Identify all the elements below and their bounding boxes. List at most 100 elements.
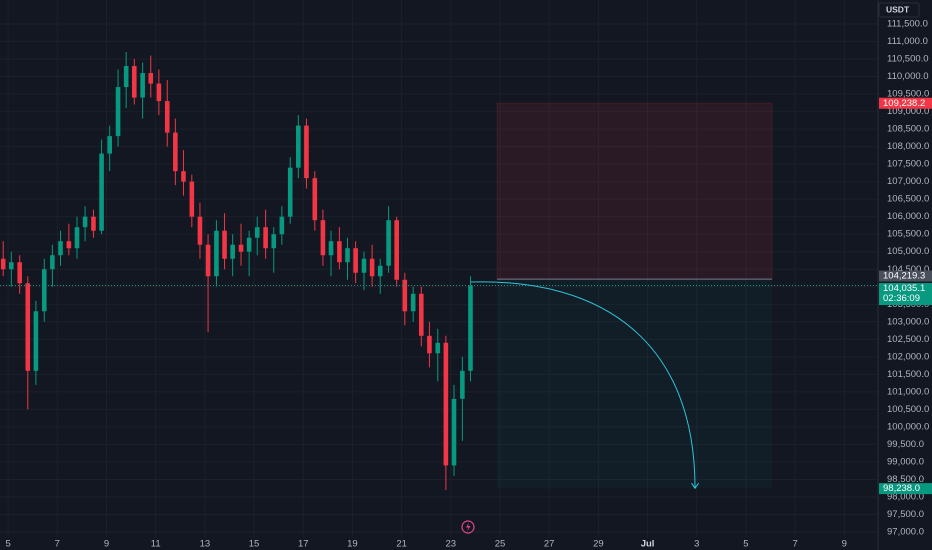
candle-body bbox=[328, 241, 334, 256]
x-tick-label: 9 bbox=[842, 539, 847, 550]
y-tick-label: 99,000.0 bbox=[887, 456, 924, 467]
candle-body bbox=[377, 265, 383, 277]
x-tick-label: 5 bbox=[5, 539, 10, 550]
y-tick-label: 109,000.0 bbox=[887, 106, 929, 117]
candle-body bbox=[33, 311, 39, 371]
candle-body bbox=[386, 220, 391, 266]
price-label-box bbox=[879, 283, 932, 306]
projection-curve bbox=[470, 281, 696, 489]
candle-body bbox=[131, 66, 137, 98]
candle-body bbox=[427, 335, 432, 354]
candle-body bbox=[123, 66, 129, 88]
candle-body bbox=[271, 234, 277, 249]
candle-body bbox=[82, 216, 88, 228]
candle-body bbox=[410, 293, 416, 312]
candle-body bbox=[345, 248, 350, 263]
countdown: 02:36:09 bbox=[883, 293, 920, 304]
price-label: 109,238.2 bbox=[883, 98, 925, 109]
candle-body bbox=[353, 248, 358, 273]
candle-body bbox=[402, 279, 408, 312]
y-tick-label: 108,500.0 bbox=[887, 124, 929, 135]
x-tick-label: 29 bbox=[593, 539, 604, 550]
candle-body bbox=[205, 244, 211, 277]
candle-body bbox=[140, 73, 145, 98]
y-tick-label: 107,500.0 bbox=[887, 159, 929, 170]
candle-body bbox=[9, 262, 14, 270]
candle-body bbox=[189, 181, 195, 217]
candle-body bbox=[197, 216, 203, 245]
grid bbox=[0, 0, 878, 537]
candle-body bbox=[312, 178, 318, 221]
x-tick-label: 15 bbox=[249, 539, 260, 550]
candle-body bbox=[287, 167, 293, 217]
price-label-box bbox=[879, 270, 932, 282]
candle-body bbox=[99, 153, 104, 231]
currency: USDT bbox=[886, 4, 910, 14]
x-tick-label: 17 bbox=[298, 539, 309, 550]
x-tick-label: 13 bbox=[200, 539, 211, 550]
candle-body bbox=[468, 285, 473, 371]
candle-body bbox=[246, 237, 252, 252]
y-tick-label: 98,000.0 bbox=[887, 491, 924, 502]
x-tick-label: 3 bbox=[694, 539, 699, 550]
candle-body bbox=[156, 83, 162, 102]
candle-body bbox=[435, 342, 441, 354]
candle-body bbox=[148, 73, 154, 84]
candle-body bbox=[320, 220, 326, 256]
y-tick-label: 101,000.0 bbox=[887, 386, 929, 397]
candle-body bbox=[115, 87, 121, 137]
candle-body bbox=[91, 216, 96, 231]
y-tick-label: 100,000.0 bbox=[887, 421, 929, 432]
candle-body bbox=[66, 241, 72, 249]
x-tick-label: 19 bbox=[347, 539, 358, 550]
candle-body bbox=[74, 227, 80, 249]
y-tick-label: 97,500.0 bbox=[887, 509, 924, 520]
x-tick-label: 7 bbox=[55, 539, 60, 550]
x-tick-label: Jul bbox=[641, 539, 655, 550]
y-tick-label: 99,500.0 bbox=[887, 439, 924, 450]
y-tick-label: 107,000.0 bbox=[887, 176, 929, 187]
candle-body bbox=[164, 101, 170, 133]
candle-body bbox=[418, 293, 424, 336]
y-tick-label: 110,000.0 bbox=[887, 71, 929, 82]
candle-body bbox=[25, 283, 31, 371]
candle-body bbox=[451, 398, 457, 466]
currency-box bbox=[878, 2, 920, 18]
candle-body bbox=[263, 227, 268, 249]
candle-body bbox=[279, 216, 285, 235]
candles bbox=[0, 52, 473, 490]
y-tick-label: 102,000.0 bbox=[887, 351, 929, 362]
stop-zone bbox=[496, 102, 773, 280]
candle-body bbox=[361, 258, 367, 273]
candle-body bbox=[296, 125, 301, 168]
y-tick-label: 109,500.0 bbox=[887, 89, 929, 100]
axis-labels: 97,000.0 97,500.0 98,000.0 98,500.0 99,000.0… bbox=[5, 19, 932, 550]
event-bolt bbox=[466, 522, 471, 532]
zones bbox=[496, 102, 773, 489]
event-icon[interactable] bbox=[461, 520, 475, 534]
candle-body bbox=[214, 230, 219, 277]
y-tick-label: 101,500.0 bbox=[887, 369, 929, 380]
y-tick-label: 106,000.0 bbox=[887, 211, 929, 222]
overlay bbox=[0, 281, 878, 490]
y-tick-label: 105,500.0 bbox=[887, 229, 929, 240]
y-tick-label: 102,500.0 bbox=[887, 334, 929, 345]
candle-body bbox=[50, 255, 55, 270]
x-tick-label: 9 bbox=[104, 539, 109, 550]
y-tick-label: 100,500.0 bbox=[887, 404, 929, 415]
price-label-box bbox=[879, 483, 932, 495]
x-tick-label: 23 bbox=[446, 539, 457, 550]
price-label: 104,035.1 bbox=[883, 283, 925, 294]
x-tick-label: 5 bbox=[743, 539, 748, 550]
y-tick-label: 103,000.0 bbox=[887, 316, 929, 327]
y-tick-label: 104,500.0 bbox=[887, 264, 929, 275]
x-tick-label: 25 bbox=[495, 539, 506, 550]
y-tick-label: 110,500.0 bbox=[887, 54, 929, 65]
candle-body bbox=[369, 258, 375, 277]
y-tick-label: 98,500.0 bbox=[887, 474, 924, 485]
candle-body bbox=[107, 136, 112, 154]
candle-body bbox=[254, 227, 260, 238]
projection-arrow bbox=[691, 482, 699, 490]
candle-body bbox=[230, 244, 235, 259]
